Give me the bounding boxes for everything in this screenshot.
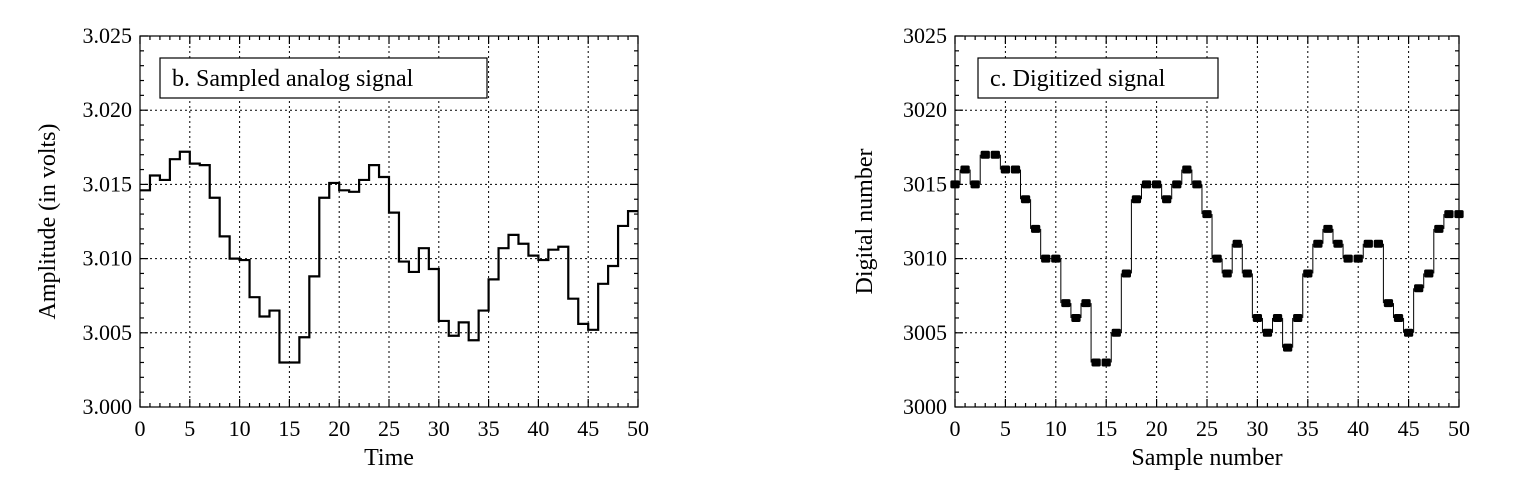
- sample-point: [1151, 180, 1162, 189]
- sample-point: [1242, 269, 1252, 278]
- sample-point: [1091, 358, 1101, 367]
- chart-title-box: [977, 57, 1219, 99]
- sample-point: [1333, 239, 1343, 248]
- y-tick-label: 3000: [903, 394, 947, 419]
- sample-point: [1000, 165, 1011, 174]
- x-tick-label: 45: [577, 416, 599, 441]
- x-tick-label: 10: [1045, 416, 1067, 441]
- chart-title-box: [159, 57, 488, 99]
- sample-point: [1293, 313, 1303, 322]
- sample-point: [1182, 165, 1192, 174]
- y-axis-label: Amplitude (in volts): [35, 124, 61, 320]
- sample-point: [1414, 284, 1424, 293]
- sample-point: [1061, 299, 1071, 308]
- sample-point: [1010, 165, 1021, 174]
- sample-point: [1131, 195, 1142, 204]
- y-tick-label: 3005: [903, 320, 947, 345]
- sample-point: [970, 180, 980, 189]
- x-tick-label: 30: [1246, 416, 1268, 441]
- y-tick-label: 3020: [903, 97, 947, 122]
- x-tick-label: 40: [1347, 416, 1369, 441]
- sample-point: [1121, 269, 1131, 278]
- x-tick-label: 40: [527, 416, 549, 441]
- chart-digitized-signal: 0 5 10 15 20 25 30 35 40 45 50 3000 3005 3010 3015 3020…: [852, 23, 1470, 471]
- chart-title: b. Sampled analog signal: [172, 66, 414, 92]
- sample-point: [1111, 328, 1121, 337]
- sample-point: [1031, 224, 1041, 233]
- x-tick-label: 5: [1000, 416, 1011, 441]
- sample-point: [1051, 254, 1061, 263]
- y-tick-label: 3.015: [83, 171, 133, 196]
- x-tick-label: 25: [378, 416, 400, 441]
- sample-point: [1192, 180, 1202, 189]
- sample-point: [1101, 358, 1111, 367]
- x-tick-label: 15: [278, 416, 300, 441]
- sample-point: [1373, 239, 1383, 248]
- sample-point: [1272, 313, 1283, 322]
- sample-point: [1383, 299, 1394, 308]
- chart-title: c. Digitized signal: [990, 66, 1166, 92]
- x-tick-label: 35: [1297, 416, 1319, 441]
- sample-point: [1222, 269, 1232, 278]
- sample-point: [1283, 343, 1293, 352]
- signal-line: [140, 150, 638, 364]
- x-tick-label: 30: [428, 416, 450, 441]
- sample-point: [990, 150, 1000, 159]
- sample-point: [1393, 313, 1404, 322]
- sample-point: [1172, 180, 1182, 189]
- sample-point: [1403, 328, 1414, 337]
- y-tick-label: 3010: [903, 246, 947, 271]
- x-tick-label: 10: [229, 416, 251, 441]
- sample-point: [960, 165, 970, 174]
- x-tick-label: 35: [478, 416, 500, 441]
- sample-point: [1041, 254, 1051, 263]
- y-tick-label: 3.005: [83, 320, 133, 345]
- y-tick-label: 3025: [903, 23, 947, 48]
- sample-point: [1313, 239, 1323, 248]
- sample-point: [1363, 239, 1373, 248]
- x-tick-label: 0: [950, 416, 961, 441]
- sample-point: [1212, 254, 1222, 263]
- x-tick-label: 50: [627, 416, 649, 441]
- sample-point: [1424, 269, 1434, 278]
- x-axis-label: Time: [364, 445, 414, 471]
- x-tick-label: 50: [1448, 416, 1470, 441]
- plot-frame: [954, 35, 1460, 408]
- x-tick-label: 20: [1146, 416, 1168, 441]
- sample-point: [980, 150, 990, 159]
- y-axis-label: Digital number: [852, 149, 878, 295]
- x-tick-label: 25: [1196, 416, 1218, 441]
- y-tick-label: 3.010: [83, 246, 133, 271]
- sample-point: [1162, 195, 1172, 204]
- sample-point: [1141, 180, 1152, 189]
- sample-point: [1323, 224, 1333, 233]
- y-tick-label: 3.020: [83, 97, 133, 122]
- x-tick-label: 0: [135, 416, 146, 441]
- sample-point: [1262, 328, 1273, 337]
- sample-point: [1444, 210, 1454, 219]
- x-tick-label: 45: [1398, 416, 1420, 441]
- chart-sampled-analog-signal: 0 5 10 15 20 25 30 35 40 45 50 3.000 3.005 3.010 3.015…: [35, 23, 649, 471]
- sample-point: [1252, 313, 1263, 322]
- x-tick-label: 20: [328, 416, 350, 441]
- sample-point: [1434, 224, 1444, 233]
- y-tick-label: 3.000: [83, 394, 133, 419]
- x-axis-label: Sample number: [1131, 445, 1282, 471]
- x-tick-label: 5: [184, 416, 195, 441]
- y-tick-label: 3015: [903, 171, 947, 196]
- sample-point: [1202, 210, 1212, 219]
- sample-point: [1232, 239, 1242, 248]
- sample-point: [1303, 269, 1313, 278]
- sample-point: [1353, 254, 1363, 263]
- y-tick-label: 3.025: [83, 23, 133, 48]
- sample-point: [1020, 195, 1031, 204]
- plot-frame: [139, 35, 639, 408]
- sample-point: [1343, 254, 1353, 263]
- x-tick-label: 15: [1095, 416, 1117, 441]
- sample-point: [1071, 313, 1081, 322]
- sample-point: [1081, 299, 1091, 308]
